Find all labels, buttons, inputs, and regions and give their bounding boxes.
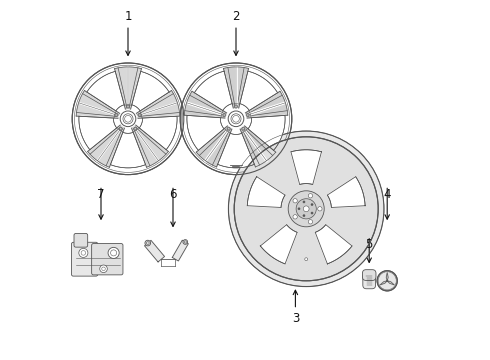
Polygon shape [291, 150, 321, 184]
Circle shape [227, 127, 230, 130]
Polygon shape [387, 281, 394, 285]
Circle shape [120, 111, 136, 127]
Circle shape [115, 113, 118, 117]
FancyBboxPatch shape [74, 233, 88, 247]
Circle shape [303, 215, 305, 217]
Polygon shape [247, 177, 285, 207]
Circle shape [293, 215, 297, 219]
Circle shape [138, 113, 141, 117]
Circle shape [293, 199, 297, 203]
Polygon shape [195, 71, 232, 111]
Polygon shape [136, 90, 180, 118]
Circle shape [296, 199, 316, 219]
Polygon shape [248, 115, 285, 150]
Circle shape [234, 137, 378, 281]
Polygon shape [196, 126, 232, 167]
Circle shape [303, 206, 309, 212]
FancyBboxPatch shape [92, 243, 123, 275]
Circle shape [246, 113, 249, 117]
Text: 1: 1 [124, 10, 132, 23]
Polygon shape [315, 225, 352, 264]
Polygon shape [139, 116, 177, 150]
Polygon shape [386, 273, 388, 281]
Circle shape [303, 201, 305, 203]
Circle shape [305, 258, 308, 261]
Polygon shape [76, 90, 120, 118]
Circle shape [308, 220, 313, 224]
Polygon shape [240, 71, 278, 111]
Text: 5: 5 [366, 238, 373, 251]
Circle shape [126, 105, 129, 108]
Circle shape [223, 113, 226, 117]
Circle shape [298, 208, 300, 210]
Text: 3: 3 [292, 312, 299, 325]
Polygon shape [223, 67, 248, 108]
Circle shape [318, 207, 322, 211]
Polygon shape [87, 71, 124, 111]
Polygon shape [145, 240, 165, 262]
Text: 6: 6 [169, 188, 177, 201]
Circle shape [234, 105, 238, 108]
Polygon shape [260, 225, 297, 264]
Polygon shape [132, 125, 169, 167]
Circle shape [119, 127, 122, 130]
Circle shape [387, 280, 388, 282]
FancyBboxPatch shape [363, 270, 376, 280]
Circle shape [108, 247, 119, 258]
Circle shape [100, 265, 107, 273]
Circle shape [134, 127, 137, 130]
FancyBboxPatch shape [363, 273, 375, 289]
Polygon shape [110, 132, 146, 168]
Circle shape [145, 240, 150, 246]
FancyBboxPatch shape [72, 242, 98, 276]
Circle shape [180, 63, 292, 175]
Circle shape [288, 191, 324, 227]
Text: 4: 4 [384, 188, 391, 201]
Polygon shape [380, 281, 387, 285]
Polygon shape [132, 71, 169, 111]
Polygon shape [184, 91, 226, 118]
Circle shape [311, 212, 313, 214]
Polygon shape [88, 125, 124, 167]
Circle shape [79, 248, 88, 257]
Polygon shape [79, 116, 117, 150]
Circle shape [72, 63, 184, 175]
Polygon shape [245, 91, 288, 118]
Circle shape [228, 111, 244, 127]
Circle shape [242, 127, 245, 130]
Circle shape [183, 240, 188, 244]
Polygon shape [327, 177, 365, 207]
Polygon shape [172, 240, 188, 261]
Circle shape [308, 194, 313, 198]
Circle shape [311, 203, 313, 206]
Circle shape [228, 131, 384, 287]
Polygon shape [115, 67, 142, 109]
Circle shape [378, 272, 396, 290]
Polygon shape [187, 115, 224, 150]
Polygon shape [218, 133, 254, 168]
Polygon shape [240, 126, 276, 167]
Text: 7: 7 [97, 188, 105, 201]
Text: 2: 2 [232, 10, 240, 23]
